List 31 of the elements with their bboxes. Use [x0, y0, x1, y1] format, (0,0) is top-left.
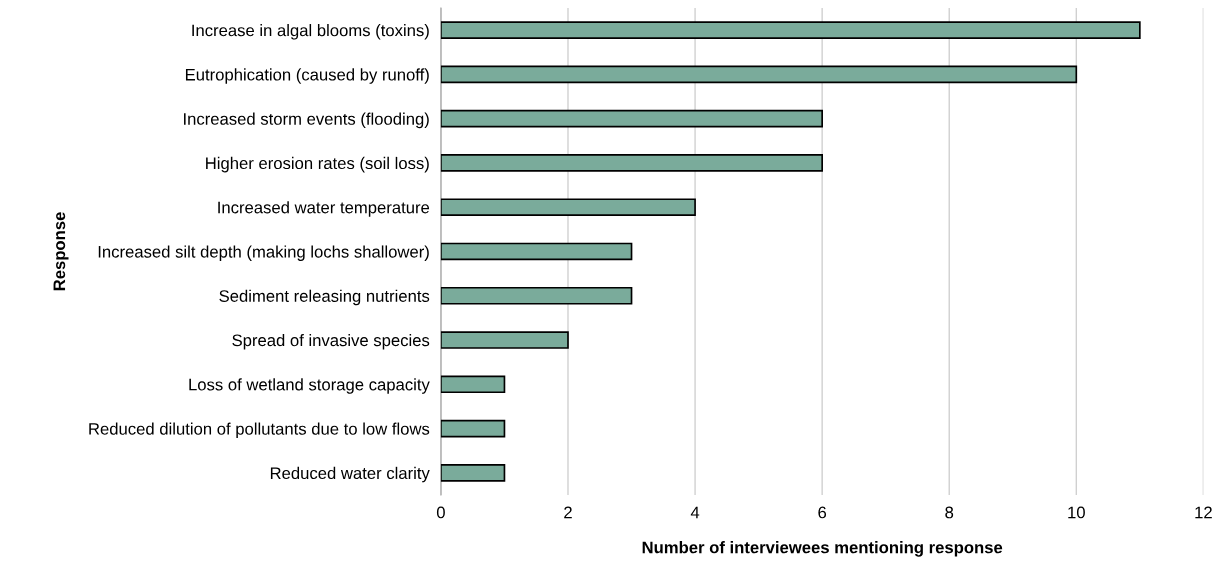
y-tick-label: Higher erosion rates (soil loss)	[206, 156, 429, 173]
bar	[440, 109, 823, 128]
x-tick-label: 2	[564, 506, 572, 519]
x-tick-label: 10	[1068, 506, 1085, 519]
y-tick-label: Increased water temperature	[218, 201, 430, 217]
x-tick-label: 4	[690, 506, 700, 519]
y-tick-label: Eutrophication (caused by runoff)	[185, 68, 429, 84]
bar	[440, 419, 506, 438]
y-axis-title: Response	[53, 212, 69, 291]
bar	[440, 198, 696, 216]
bar	[440, 65, 1078, 84]
y-tick-label: Increased silt depth (making lochs shallower)	[98, 245, 429, 261]
y-tick-label: Increased storm events (flooding)	[184, 112, 429, 129]
x-tick-label: 12	[1195, 506, 1212, 519]
y-tick-label: Reduced water clarity	[270, 466, 430, 483]
bar	[440, 21, 1141, 39]
y-tick-label: Spread of invasive species	[232, 333, 430, 350]
y-tick-label: Reduced dilution of pollutants due to low flows	[89, 422, 430, 439]
x-axis-title: Number of interviewees mentioning response	[642, 541, 1003, 557]
bar	[440, 331, 569, 349]
bar	[440, 286, 633, 305]
x-tick-label: 0	[436, 506, 445, 519]
bar	[440, 154, 823, 172]
y-tick-label: Loss of wetland storage capacity	[189, 378, 430, 394]
y-tick-label: Increase in algal blooms (toxins)	[192, 24, 429, 40]
x-tick-label: 6	[818, 506, 827, 519]
bar	[440, 464, 506, 482]
bar	[440, 242, 633, 261]
x-tick-label: 8	[945, 506, 954, 519]
bar	[440, 375, 506, 394]
y-tick-label: Sediment releasing nutrients	[219, 289, 430, 306]
